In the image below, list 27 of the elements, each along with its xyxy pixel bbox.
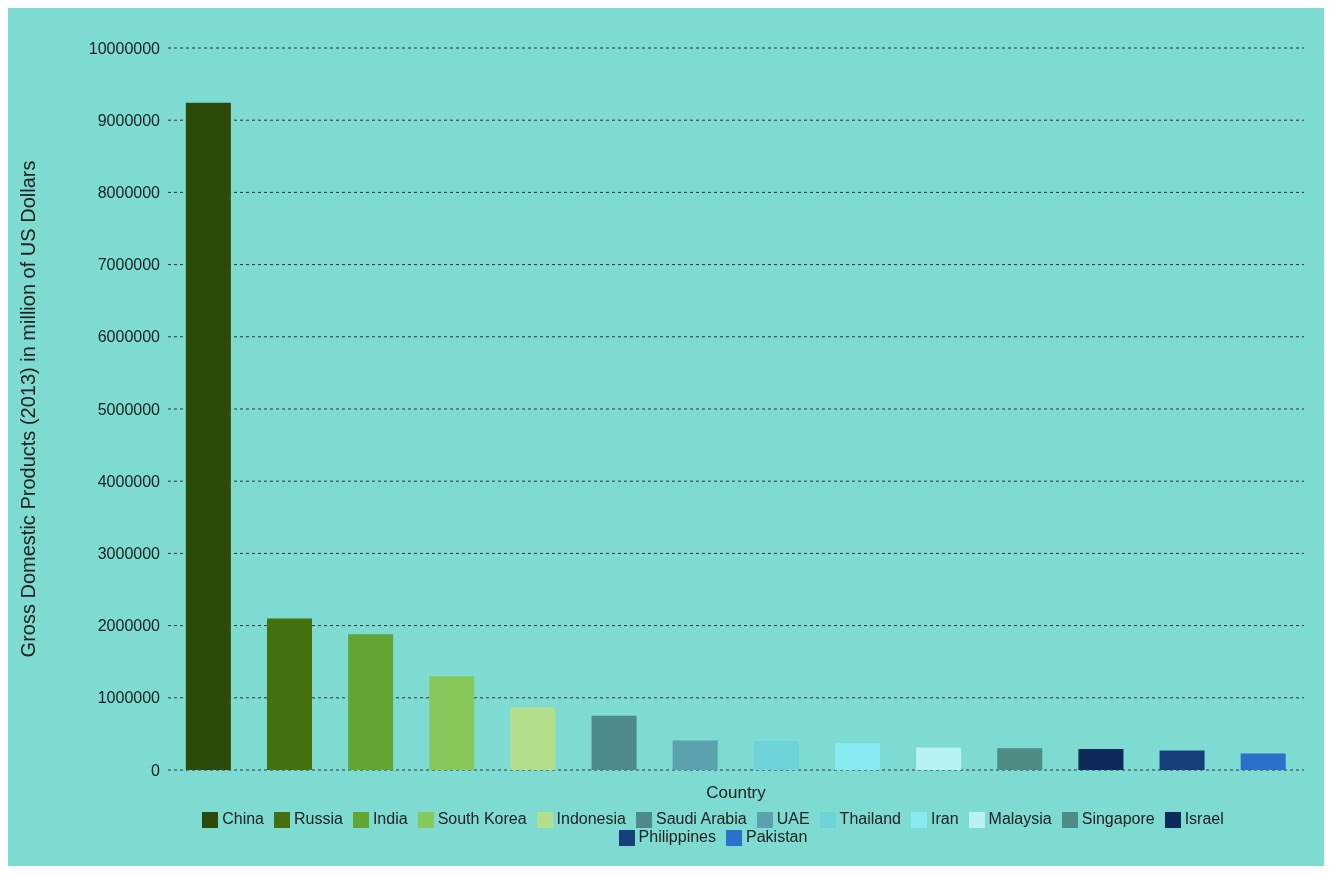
y-tick-label: 3000000 [97, 545, 161, 563]
y-tick-label: 0 [151, 761, 161, 779]
legend-label: South Korea [437, 810, 527, 827]
y-tick-label: 1000000 [97, 689, 161, 707]
y-tick-label: 5000000 [97, 400, 161, 418]
y-tick-label: 6000000 [97, 328, 161, 346]
legend-label: Russia [294, 810, 343, 827]
legend-label: Thailand [839, 810, 901, 827]
legend-label: Indonesia [556, 810, 626, 827]
y-tick-label: 7000000 [97, 256, 161, 274]
y-tick-label: 2000000 [97, 617, 161, 635]
legend-label: Saudi Arabia [655, 810, 747, 827]
y-tick-label: 4000000 [97, 472, 161, 490]
legend-label: Singapore [1081, 810, 1155, 827]
y-tick-label: 9000000 [97, 111, 161, 129]
legend-label: India [372, 810, 408, 827]
y-tick-label: 8000000 [97, 184, 161, 202]
y-tick-label: 10000000 [88, 39, 161, 57]
legend-label: Philippines [638, 828, 716, 845]
legend-label: UAE [776, 810, 810, 827]
legend-label: Malaysia [988, 810, 1052, 827]
legend-label: Pakistan [746, 828, 808, 845]
legend-label: China [222, 810, 265, 827]
legend-label: Iran [930, 810, 959, 827]
y-axis-title: Gross Domestic Products (2013) in million of US Dollars [17, 160, 40, 658]
legend-label: Israel [1184, 810, 1224, 827]
x-axis-title: Country [706, 783, 767, 802]
